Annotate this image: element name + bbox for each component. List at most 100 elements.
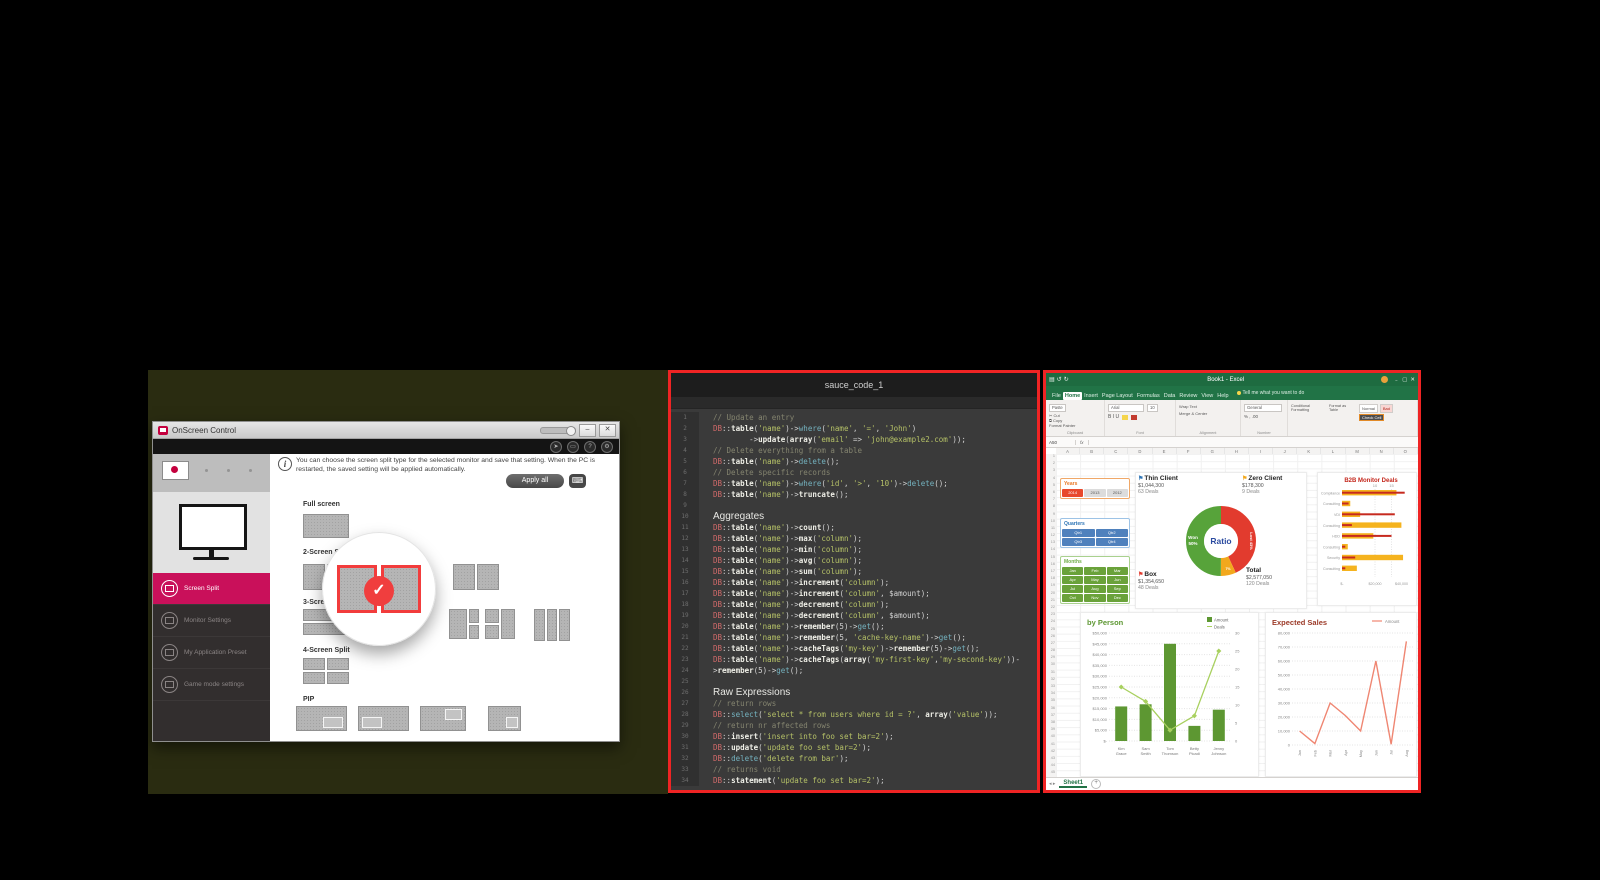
split-thumbnail-grid4[interactable] (303, 658, 349, 684)
row-header[interactable]: 9 (1052, 511, 1055, 516)
row-header[interactable]: 14 (1050, 547, 1055, 552)
row-header[interactable]: 32 (1050, 676, 1055, 681)
transparency-slider[interactable] (540, 425, 576, 436)
font-name-select[interactable]: Arial (1108, 404, 1144, 412)
column-header[interactable]: K (1297, 448, 1322, 456)
split-thumbnail-pip-br[interactable] (488, 706, 521, 731)
column-header[interactable]: L (1321, 448, 1346, 456)
slicer-button-sep[interactable]: Sep (1106, 585, 1128, 593)
sidebar-item-screen-split[interactable]: Screen Split (153, 573, 270, 605)
font-size-select[interactable]: 10 (1147, 404, 1158, 412)
row-header[interactable]: 35 (1050, 698, 1055, 703)
row-header[interactable]: 44 (1050, 763, 1055, 768)
ribbon-tab-view[interactable]: View (1201, 393, 1214, 399)
row-header[interactable]: 10 (1050, 518, 1055, 523)
row-header[interactable]: 25 (1050, 626, 1055, 631)
column-header[interactable]: F (1177, 448, 1201, 456)
sidebar-item-my-application-preset[interactable]: My Application Preset (153, 637, 270, 669)
slicer-button-apr[interactable]: Apr (1062, 576, 1084, 584)
split-thumbnail-cols3[interactable] (534, 609, 570, 641)
style-bad[interactable]: Bad (1379, 404, 1394, 413)
slicer-button-qtr4[interactable]: Qtr4 (1095, 538, 1128, 546)
monitor-icon[interactable]: ▭ (567, 441, 579, 453)
close-button[interactable]: ✕ (599, 423, 616, 437)
row-header[interactable]: 43 (1050, 755, 1055, 760)
ribbon-tab-page-layout[interactable]: Page Layout (1101, 393, 1133, 399)
row-header[interactable]: 33 (1050, 684, 1055, 688)
slicer-button-jul[interactable]: Jul (1062, 585, 1084, 593)
avatar[interactable] (1380, 376, 1388, 383)
row-header[interactable]: 26 (1050, 633, 1055, 638)
row-header[interactable]: 22 (1050, 604, 1055, 609)
slicer-button-nov[interactable]: Nov (1084, 594, 1106, 602)
column-header[interactable]: M (1346, 448, 1370, 456)
split-thumbnail-pip-br[interactable] (296, 706, 347, 731)
row-header[interactable]: 20 (1050, 590, 1055, 595)
tell-me-box[interactable]: Tell me what you want to do (1236, 390, 1304, 396)
column-header[interactable]: B (1080, 448, 1105, 456)
row-header[interactable]: 5 (1052, 482, 1055, 487)
conditional-formatting-button[interactable]: Conditional Formatting (1291, 404, 1310, 412)
ribbon-tab-help[interactable]: Help (1217, 393, 1229, 399)
row-header[interactable]: 13 (1050, 540, 1055, 545)
row-header[interactable]: 24 (1050, 619, 1055, 624)
fill-color-icon[interactable] (1122, 414, 1129, 420)
column-header[interactable]: N (1370, 448, 1394, 456)
apply-all-button[interactable]: Apply all (506, 474, 564, 488)
slicer-button-qtr1[interactable]: Qtr1 (1062, 529, 1095, 537)
font-color-icon[interactable] (1131, 414, 1138, 420)
minimize-button[interactable]: – (579, 423, 596, 437)
format-as-table-button[interactable]: Format as Table (1329, 404, 1347, 412)
wrap-text-button[interactable]: Wrap Text (1179, 404, 1197, 409)
row-header[interactable]: 6 (1052, 489, 1055, 494)
slicer-button-may[interactable]: May (1084, 576, 1106, 584)
worksheet[interactable]: Ratio Won 50% Lost 43% 7% ⚑Thin Client $1,044,… (1056, 454, 1418, 778)
row-header[interactable]: 40 (1050, 734, 1055, 739)
row-header[interactable]: 29 (1050, 655, 1055, 660)
slicer-button-aug[interactable]: Aug (1084, 585, 1106, 593)
add-sheet-button[interactable]: + (1091, 779, 1102, 789)
slicer-button-2013[interactable]: 2013 (1084, 489, 1106, 497)
row-header[interactable]: 21 (1050, 597, 1055, 602)
row-header[interactable]: 3 (1052, 468, 1055, 473)
row-header[interactable]: 23 (1050, 612, 1055, 617)
column-header[interactable]: D (1128, 448, 1153, 456)
cursor-icon[interactable]: ➤ (550, 441, 562, 453)
ribbon-tab-data[interactable]: Data (1163, 393, 1176, 399)
ribbon-tab-review[interactable]: Review (1179, 393, 1198, 399)
save-icon[interactable]: ▤ (1049, 377, 1055, 383)
column-header[interactable]: G (1201, 448, 1225, 456)
maximize-button[interactable]: ▢ (1402, 376, 1408, 383)
row-header[interactable]: 11 (1051, 525, 1055, 530)
redo-icon[interactable]: ↻ (1063, 377, 1069, 383)
split-thumbnail-l-r2[interactable] (449, 609, 479, 639)
row-header[interactable]: 30 (1050, 662, 1055, 667)
row-header[interactable]: 7 (1052, 497, 1055, 502)
row-header[interactable]: 16 (1050, 561, 1055, 566)
column-header[interactable]: J (1273, 448, 1298, 456)
row-header[interactable]: 39 (1050, 727, 1055, 732)
split-thumbnail-pip-bl[interactable] (358, 706, 409, 731)
row-header[interactable]: 41 (1050, 741, 1055, 746)
split-thumbnail-lr[interactable] (453, 564, 499, 590)
undo-icon[interactable]: ↺ (1056, 377, 1062, 383)
slicer-button-qtr2[interactable]: Qtr2 (1095, 529, 1128, 537)
monitor-thumbnail[interactable] (162, 461, 189, 480)
bold-italic-underline-buttons[interactable]: B I U (1108, 414, 1120, 420)
slicer-button-mar[interactable]: Mar (1106, 567, 1128, 575)
row-header[interactable]: 8 (1052, 504, 1055, 509)
row-header[interactable]: 36 (1050, 705, 1055, 710)
row-header[interactable]: 4 (1052, 475, 1055, 480)
row-header[interactable]: 1 (1052, 454, 1055, 458)
slicer-button-oct[interactable]: Oct (1062, 594, 1084, 602)
number-format-select[interactable]: General (1244, 404, 1282, 412)
row-header[interactable]: 12 (1050, 533, 1055, 538)
split-thumbnail-pip-tr[interactable] (420, 706, 466, 731)
slicer-button-2014[interactable]: 2014 (1062, 489, 1084, 497)
column-header[interactable]: A (1056, 448, 1081, 456)
column-header[interactable]: C (1104, 448, 1129, 456)
close-button[interactable]: ✕ (1410, 376, 1415, 383)
selected-split-check-icon[interactable]: ✓ (364, 576, 394, 606)
sheet-nav-arrows[interactable]: ◂ ▸ (1049, 781, 1056, 787)
style-normal[interactable]: Normal (1359, 404, 1378, 413)
